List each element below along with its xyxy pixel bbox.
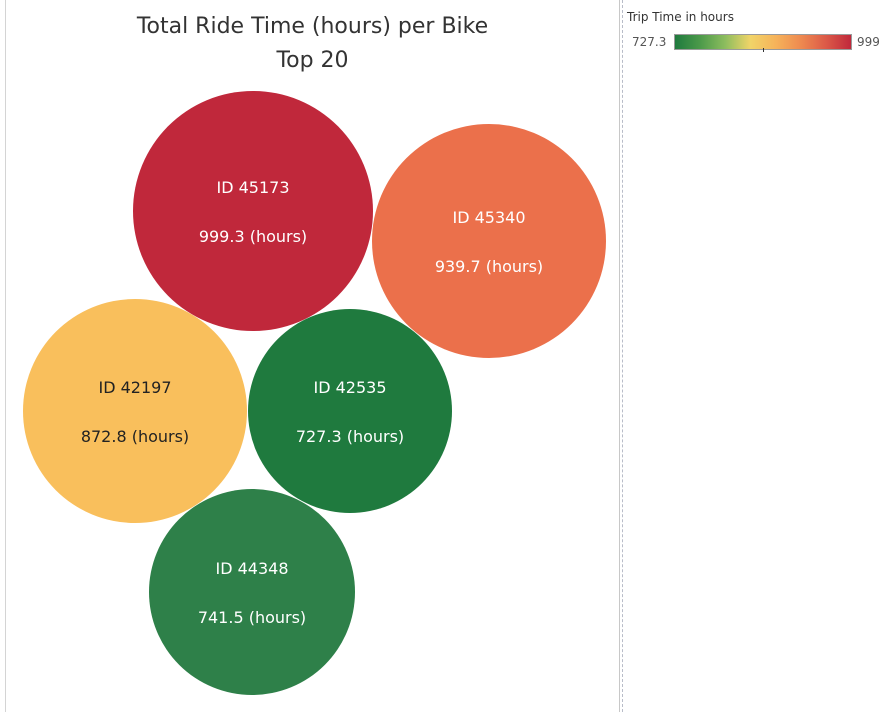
color-legend: Trip Time in hours 727.3 999 bbox=[626, 8, 880, 64]
bubble-value-label: 872.8 (hours) bbox=[81, 427, 189, 446]
bubble-value-label: 999.3 (hours) bbox=[199, 227, 307, 246]
bubble-value-label: 727.3 (hours) bbox=[296, 427, 404, 446]
bubble-id-42535[interactable]: ID 42535 727.3 (hours) bbox=[248, 309, 452, 513]
bubble-value-label: 741.5 (hours) bbox=[198, 608, 306, 627]
bubble-id-42197[interactable]: ID 42197 872.8 (hours) bbox=[23, 299, 247, 523]
bubble-id-label: ID 44348 bbox=[215, 559, 288, 578]
bubble-circle[interactable] bbox=[248, 309, 452, 513]
chart-subtitle: Top 20 bbox=[276, 48, 349, 73]
legend-title: Trip Time in hours bbox=[627, 10, 734, 24]
bubble-id-45173[interactable]: ID 45173 999.3 (hours) bbox=[133, 91, 373, 331]
bubble-circle[interactable] bbox=[23, 299, 247, 523]
bubble-id-45340[interactable]: ID 45340 939.7 (hours) bbox=[372, 124, 606, 358]
legend-min-label: 727.3 bbox=[632, 35, 667, 49]
bubble-id-44348[interactable]: ID 44348 741.5 (hours) bbox=[149, 489, 355, 695]
bubble-id-label: ID 45173 bbox=[216, 178, 289, 197]
bubble-circle[interactable] bbox=[133, 91, 373, 331]
bubble-id-label: ID 45340 bbox=[452, 208, 525, 227]
legend-max-label: 999 bbox=[857, 35, 880, 49]
bubble-value-label: 939.7 (hours) bbox=[435, 257, 543, 276]
bubble-id-label: ID 42535 bbox=[313, 378, 386, 397]
legend-tick-mark bbox=[763, 48, 764, 52]
panel-divider bbox=[622, 0, 623, 712]
bubble-circle[interactable] bbox=[372, 124, 606, 358]
chart-title: Total Ride Time (hours) per Bike bbox=[136, 14, 489, 39]
bubble-id-label: ID 42197 bbox=[98, 378, 171, 397]
bubble-circle[interactable] bbox=[149, 489, 355, 695]
